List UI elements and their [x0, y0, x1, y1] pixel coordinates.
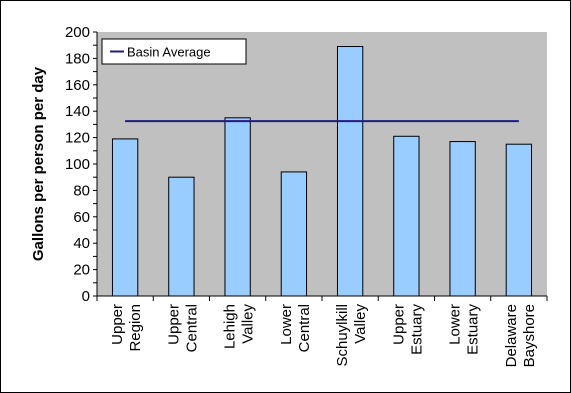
- legend-box: [101, 38, 247, 65]
- legend: Basin Average: [101, 38, 247, 65]
- y-tick-label: 140: [65, 103, 90, 120]
- y-tick-label: 60: [73, 209, 90, 226]
- x-tick-label: LowerCentral: [278, 304, 313, 352]
- y-tick-label: 180: [65, 50, 90, 67]
- y-tick-label: 100: [65, 156, 90, 173]
- legend-label-basin-average: Basin Average: [127, 45, 211, 60]
- x-tick-label: SchuylkillValley: [334, 304, 369, 367]
- y-tick-label: 20: [73, 262, 90, 279]
- x-tick-label: LowerEstuary: [447, 304, 482, 355]
- y-tick-label: 200: [65, 24, 90, 41]
- bar: [505, 143, 533, 297]
- x-tick-label: UpperRegion: [109, 304, 144, 352]
- x-axis: UpperRegion UpperCentral LehighValley Lower…: [96, 295, 548, 367]
- bar: [280, 171, 308, 297]
- x-tick-label: DelawareBayshore: [503, 304, 538, 367]
- y-axis-title: Gallons per person per day: [30, 66, 47, 261]
- bar: [336, 46, 364, 297]
- x-tick-label: UpperEstuary: [390, 304, 425, 355]
- bar: [449, 141, 476, 297]
- y-tick-label: 80: [73, 182, 90, 199]
- bars-group: [111, 46, 533, 297]
- plot-area: [97, 32, 547, 296]
- bar: [168, 176, 195, 297]
- y-tick-label: 120: [65, 130, 90, 147]
- y-axis: 0 20 40 60 80 100 120 140 160 180 200: [65, 24, 98, 305]
- bar: [111, 138, 139, 297]
- y-tick-label: 40: [73, 235, 90, 252]
- bar: [393, 135, 420, 297]
- bar: [224, 117, 251, 297]
- x-tick-label: LehighValley: [222, 304, 257, 350]
- y-tick-label: 160: [65, 77, 90, 94]
- y-tick-label: 0: [82, 288, 90, 305]
- x-tick-label: UpperCentral: [165, 304, 200, 352]
